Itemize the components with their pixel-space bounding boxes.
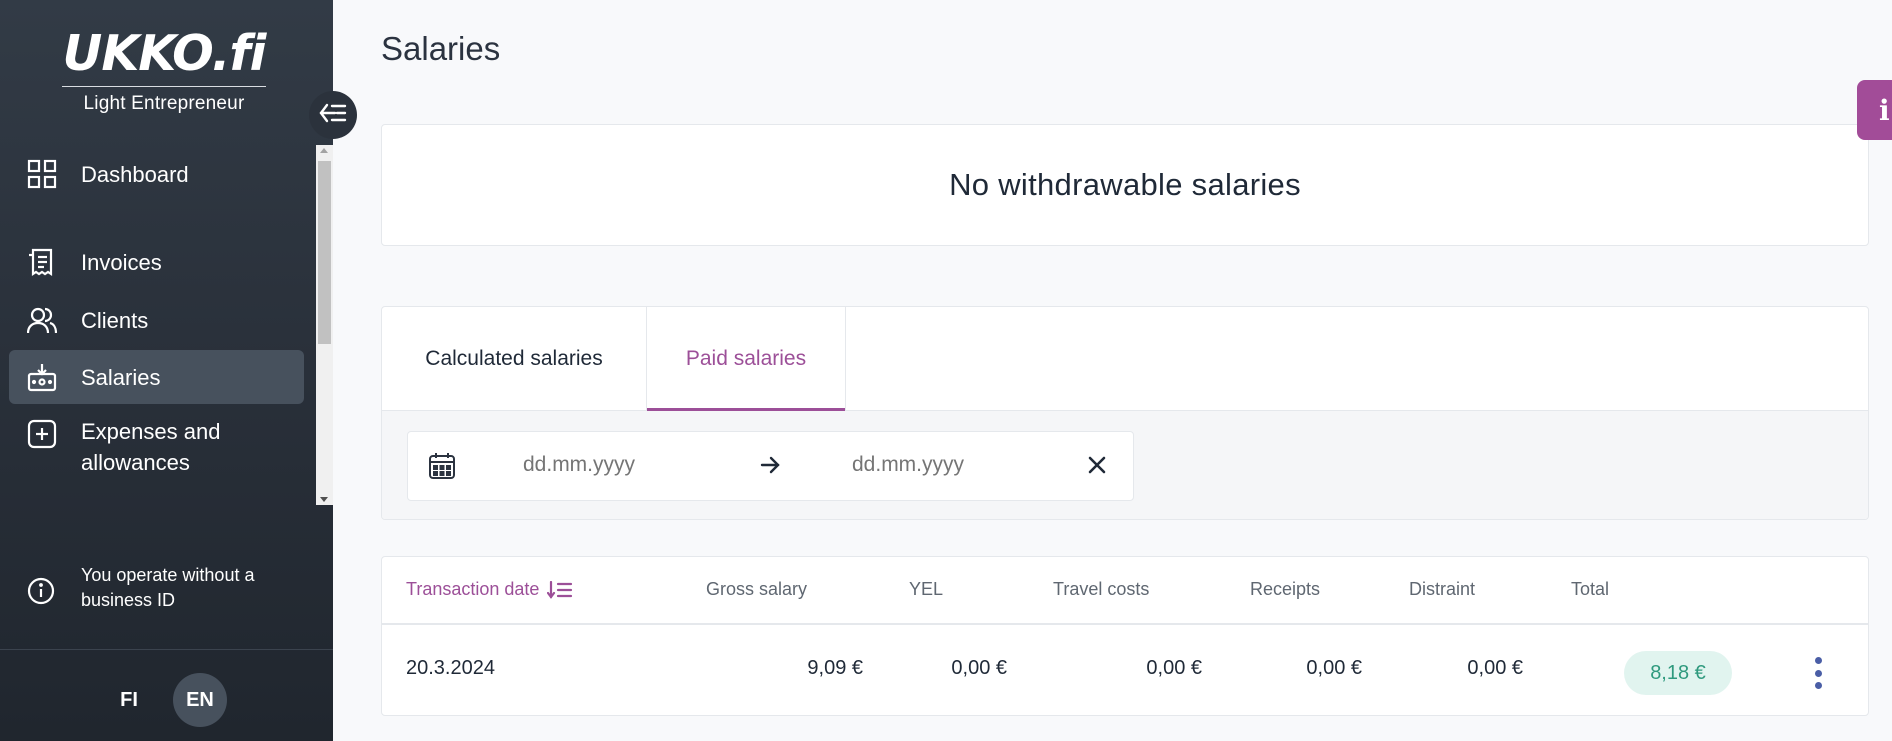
info-help-tab-icon[interactable]: i [1857, 80, 1892, 140]
logo-subtitle: Light Entrepreneur [83, 93, 245, 114]
sidebar-item-label: Invoices [81, 250, 162, 275]
column-header-gross-salary: Gross salary [706, 579, 808, 599]
sidebar-item-label: Salaries [81, 365, 161, 390]
tab-calculated-salaries[interactable]: Calculated salaries [425, 347, 603, 370]
sidebar-scrollbar[interactable] [316, 145, 333, 505]
collapse-sidebar-button[interactable] [309, 91, 357, 139]
cell-receipts: 0,00 € [1306, 657, 1362, 679]
no-salaries-message: No withdrawable salaries [949, 167, 1301, 202]
collapse-arrow-icon [319, 102, 347, 129]
clear-dates-icon[interactable] [1086, 454, 1112, 480]
sort-descending-icon [547, 580, 573, 599]
column-header-label: Transaction date [406, 579, 540, 599]
column-header-transaction-date[interactable]: Transaction date [406, 579, 573, 600]
language-fi-button[interactable]: FI [120, 688, 138, 711]
date-to-input[interactable] [852, 453, 1052, 477]
cell-yel: 0,00 € [951, 657, 1007, 679]
sidebar-item-invoices[interactable]: Invoices [9, 238, 304, 286]
sidebar-item-salaries[interactable]: Salaries [9, 350, 304, 404]
sidebar-item-expenses[interactable]: Expenses and allowances [9, 416, 304, 482]
row-actions-kebab-icon[interactable] [1810, 655, 1826, 691]
receipt-icon [26, 246, 58, 278]
cell-transaction-date: 20.3.2024 [406, 657, 495, 679]
business-id-text: You operate without a business ID [81, 565, 255, 610]
language-en-button[interactable]: EN [173, 673, 227, 727]
sidebar-item-clients[interactable]: Clients [9, 296, 304, 344]
logo-divider [62, 86, 266, 87]
grid-icon [26, 158, 58, 190]
salaries-tabs-card: Calculated salaries Paid salaries [381, 306, 1869, 520]
scroll-down-arrow-icon[interactable] [320, 497, 328, 502]
date-from-input[interactable] [523, 453, 723, 477]
salary-tabs: Calculated salaries Paid salaries [382, 307, 1868, 411]
logo-wordmark: UKKO.fi [62, 25, 267, 82]
column-header-distraint: Distraint [1409, 579, 1476, 599]
info-circle-icon [26, 576, 58, 608]
users-icon [26, 304, 58, 336]
table-header: Transaction date Gross salary YEL Travel… [382, 557, 1868, 625]
paid-salaries-table: Transaction date Gross salary YEL Travel… [381, 556, 1869, 716]
scroll-up-arrow-icon[interactable] [320, 148, 328, 153]
sidebar-item-label: Clients [81, 308, 149, 333]
sidebar: UKKO.fi Light Entrepreneur Dashboard [0, 0, 333, 741]
withdrawable-salaries-card: No withdrawable salaries [381, 124, 1869, 246]
page-title: Salaries [381, 30, 501, 67]
sidebar-divider [0, 649, 333, 650]
salary-box-icon [26, 361, 58, 393]
sidebar-item-label: Expenses and allowances [81, 419, 221, 475]
arrow-right-icon [759, 454, 783, 478]
business-id-notice: You operate without a business ID [26, 563, 316, 613]
total-badge: 8,18 € [1624, 651, 1732, 695]
tab-paid-salaries[interactable]: Paid salaries [646, 307, 846, 411]
cell-gross-salary: 9,09 € [807, 657, 863, 679]
ukko-logo[interactable]: UKKO.fi Light Entrepreneur [62, 26, 266, 115]
column-header-total: Total [1571, 579, 1610, 599]
cell-travel-costs: 0,00 € [1146, 657, 1202, 679]
column-header-receipts: Receipts [1250, 579, 1321, 599]
calendar-icon[interactable] [428, 452, 458, 482]
sidebar-item-dashboard[interactable]: Dashboard [9, 150, 304, 198]
cell-distraint: 0,00 € [1467, 657, 1523, 679]
date-range-picker[interactable] [407, 431, 1134, 501]
column-header-yel: YEL [909, 579, 944, 599]
column-header-travel-costs: Travel costs [1053, 579, 1150, 599]
plus-square-icon [26, 418, 58, 450]
sidebar-item-label: Dashboard [81, 162, 189, 187]
scrollbar-thumb[interactable] [318, 161, 331, 344]
